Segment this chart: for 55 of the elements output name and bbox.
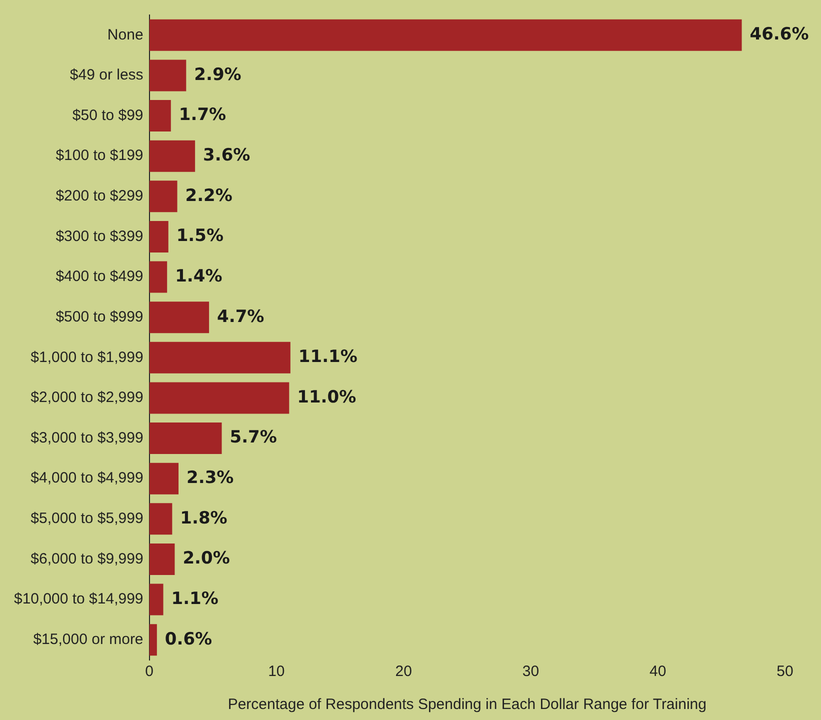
bar [149,220,168,252]
y-tick-label: $50 to $99 [72,106,144,124]
bar [149,422,222,454]
y-tick-label: $6,000 to $9,999 [30,550,144,568]
y-tick-label: $4,000 to $4,999 [30,470,144,487]
data-label: 2.3% [186,468,234,488]
data-label: 46.6% [750,24,809,45]
bar [149,584,164,616]
x-tick-label: 50 [776,663,794,680]
bar [149,543,175,575]
x-tick-label: 10 [268,663,285,680]
x-tick-label: 30 [522,663,540,680]
y-tick-label: $2,000 to $2,999 [30,389,144,406]
x-tick-label: 20 [395,663,412,680]
data-label: 1.5% [176,226,224,246]
bar [149,140,196,172]
y-tick-label: $49 or less [70,66,144,84]
data-label: 1.8% [180,508,228,528]
y-tick-label: $500 to $999 [56,308,144,326]
y-tick-label: $200 to $299 [56,188,144,205]
y-tick-label: $5,000 to $5,999 [30,510,144,528]
y-tick-label: $300 to $399 [56,228,144,245]
data-label: 11.0% [297,387,356,408]
data-label: 1.4% [175,266,222,286]
bar [149,60,186,92]
bar [149,19,742,51]
bar [149,624,157,656]
y-tick-label: $10,000 to $14,999 [14,590,144,608]
bar [149,302,210,334]
data-label: 2.2% [185,186,232,206]
bar [149,261,168,293]
y-tick-label: $400 to $499 [56,268,144,286]
y-tick-label: $1,000 to $1,999 [30,348,144,366]
data-label: 11.1% [298,347,358,368]
bar [149,100,171,132]
data-label: 3.6% [203,146,250,166]
data-label: 1.7% [178,105,226,126]
bar [149,342,290,374]
x-axis-title: Percentage of Respondents Spending in Each Dollar Range for Training [228,696,706,714]
data-label: 1.1% [171,588,218,609]
data-label: 5.7% [230,428,277,448]
y-tick-label: $100 to $199 [56,147,144,164]
bar [149,462,179,494]
y-tick-label: $3,000 to $3,999 [30,429,144,446]
x-tick-label: 0 [145,663,154,680]
y-tick-label: None [107,26,144,44]
bar [149,503,172,535]
data-label: 2.9% [194,64,242,85]
bar [149,180,178,212]
x-tick-label: 40 [650,663,666,680]
data-label: 4.7% [217,306,264,327]
y-tick-label: $15,000 or more [33,630,144,648]
data-label: 2.0% [182,548,230,569]
data-label: 0.6% [164,629,212,650]
bar [149,382,290,414]
